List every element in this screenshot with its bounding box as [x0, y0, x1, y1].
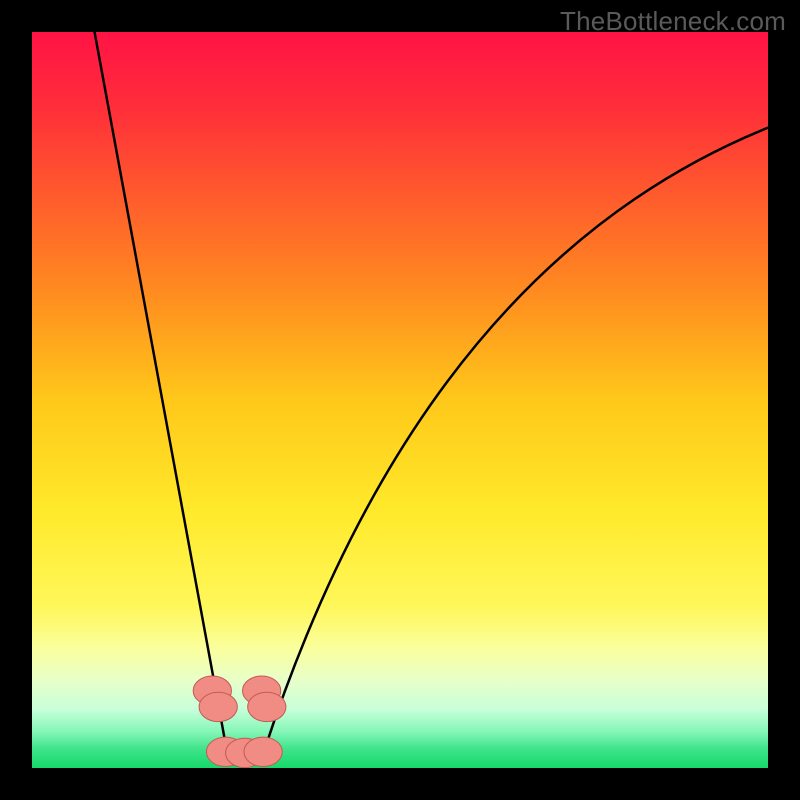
plot-svg — [32, 32, 768, 768]
marker-point — [199, 692, 237, 721]
stage: TheBottleneck.com — [0, 0, 800, 800]
gradient-background — [32, 32, 768, 768]
plot-area — [32, 32, 768, 768]
marker-point — [244, 737, 282, 766]
marker-point — [248, 692, 286, 721]
